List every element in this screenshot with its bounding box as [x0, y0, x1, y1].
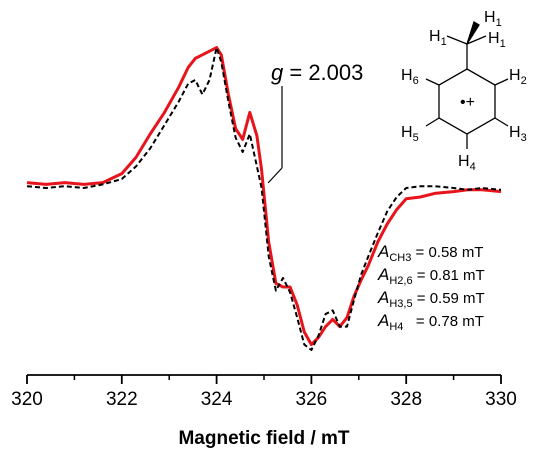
label-h1-top: H1 [484, 9, 502, 29]
bond-ch3-h-right [466, 35, 487, 45]
label-h2: H2 [509, 67, 527, 87]
coupling-a-h35: AH3,5 = 0.59 mT [377, 288, 485, 310]
simulated-spectrum-line [26, 46, 502, 351]
structure-labels: H1 H1 H1 H6 H2 H5 H3 H4 •+ [401, 9, 527, 173]
plot-area [26, 46, 502, 351]
g-marker-line-diagonal [267, 167, 283, 184]
label-h5: H5 [401, 124, 419, 144]
bond-ch3-h-left [446, 35, 468, 45]
g-factor-annotation: g = 2.003 [267, 60, 363, 184]
coupling-a-ch3: ACH3 = 0.58 mT [377, 242, 483, 264]
experimental-spectrum-line [26, 46, 502, 347]
bond-ch3-h-wedge [466, 21, 480, 45]
radical-cation-symbol: •+ [460, 94, 475, 111]
x-axis [26, 374, 502, 384]
bond-h5 [425, 117, 440, 127]
x-tick-label: 330 [485, 389, 517, 410]
svg-text:g = 2.003: g = 2.003 [271, 60, 363, 85]
bond-h3 [494, 117, 509, 127]
x-tick-label: 322 [106, 389, 138, 410]
x-tick-label: 326 [296, 389, 328, 410]
toluene-radical-cation-structure [425, 21, 509, 149]
coupling-a-h4: AH4 = 0.78 mT [377, 311, 484, 333]
x-tick-label: 328 [390, 389, 422, 410]
label-h6: H6 [401, 67, 419, 87]
label-h1-left: H1 [429, 28, 447, 48]
bond-h2 [494, 78, 509, 86]
label-h1-right: H1 [488, 30, 506, 50]
label-h3: H3 [509, 124, 527, 144]
x-tick-label: 324 [201, 389, 233, 410]
x-tick-label: 320 [11, 389, 43, 410]
g-symbol: g [271, 60, 284, 85]
coupling-a-h26: AH2,6 = 0.81 mT [377, 265, 485, 287]
coupling-constants: ACH3 = 0.58 mT AH2,6 = 0.81 mT AH3,5 = 0… [377, 242, 485, 333]
g-value: = 2.003 [283, 60, 363, 85]
bond-h6 [425, 78, 440, 86]
label-h4: H4 [458, 153, 476, 173]
x-axis-label: Magnetic field / mT [178, 428, 349, 449]
